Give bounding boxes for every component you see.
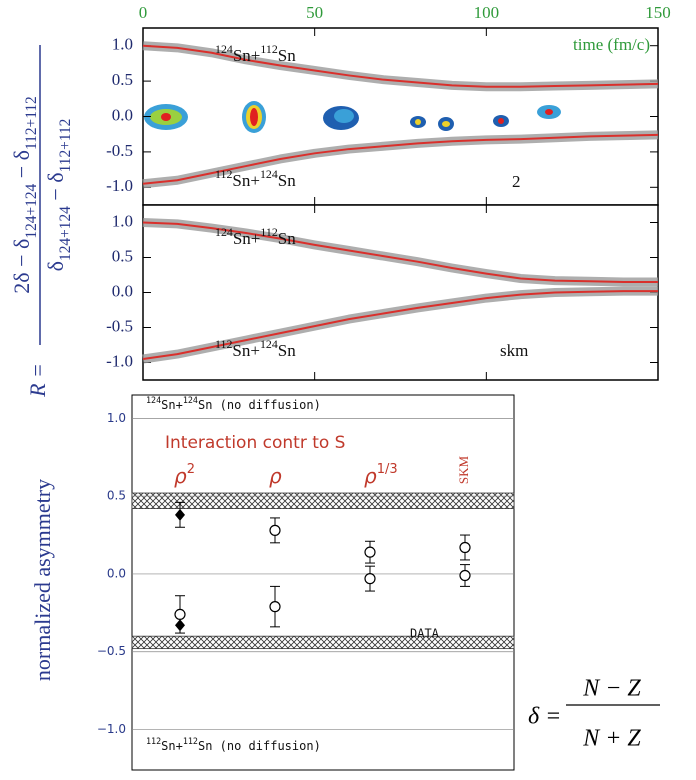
point-circle: [174, 608, 186, 620]
y-tick-label: 0.0: [112, 105, 133, 124]
y-tick-label: -0.5: [106, 141, 133, 160]
band-label: DATA: [410, 627, 440, 641]
curve-label-part: 112: [260, 42, 277, 56]
reference-label-part: Sn+: [161, 739, 183, 753]
line: [142, 221, 658, 283]
data-band: [131, 492, 515, 509]
reference-label-part: 124: [183, 395, 198, 405]
line: [142, 44, 659, 88]
y-axis-title: normalized asymmetry: [30, 479, 55, 681]
category-label-part: ρ: [174, 464, 187, 488]
density-blobs: [144, 101, 561, 133]
curve-label: 112Sn+124Sn: [215, 337, 296, 360]
curve-label-part: Sn: [278, 46, 296, 65]
point-circle: [269, 524, 281, 536]
reference-label-part: Sn (no diffusion): [198, 739, 321, 753]
point-circle: [364, 573, 376, 585]
curve-label: 124Sn+112Sn: [215, 42, 296, 65]
ylabel-denominator-part: − δ: [43, 172, 68, 206]
reference-label: 112Sn+112Sn (no diffusion): [146, 736, 321, 753]
curve-label-part: Sn: [278, 341, 296, 360]
curve-label-part: Sn+: [233, 46, 261, 65]
y-tick-label: 0.0: [107, 566, 126, 580]
reference-label: 124Sn+124Sn (no diffusion): [146, 395, 321, 412]
point-circle: [459, 541, 471, 554]
category-superscript: 1/3: [377, 462, 398, 477]
curve-label-part: Sn+: [232, 171, 260, 190]
data-band: [131, 635, 515, 650]
y-tick-label: -1.0: [106, 176, 133, 195]
curve-label: 112Sn+124Sn: [215, 167, 296, 190]
category-label-part: ρ: [269, 464, 282, 488]
ylabel-denominator-part: 112+112: [57, 119, 74, 173]
ylabel-numerator-part: 2δ − δ: [9, 239, 34, 294]
point-circle: [459, 569, 471, 582]
y-tick-label: 1.0: [107, 411, 126, 425]
line: [142, 290, 658, 360]
reference-label-part: 112: [146, 736, 161, 746]
reference-label-part: Sn+: [161, 398, 183, 412]
category-label: SKM: [456, 455, 471, 484]
curve-label-part: Sn+: [232, 341, 260, 360]
line: [142, 133, 659, 185]
point-diamond: [175, 508, 185, 521]
y-tick-label: 0.5: [112, 70, 133, 89]
y-tick-label: -1.0: [106, 351, 133, 370]
ylabel-denominator-part: 124+124: [57, 206, 74, 261]
curve-label-part: 112: [215, 337, 232, 351]
ylabel-denominator: δ124+124 − δ112+112: [43, 119, 74, 272]
y-tick-label: 0.0: [112, 281, 133, 300]
ylabel-numerator-part: 112+112: [23, 96, 40, 150]
curve-label-part: 124: [215, 42, 233, 56]
panel-label: 2: [512, 172, 521, 191]
y-tick-label: -0.5: [106, 316, 133, 335]
point-circle: [364, 546, 376, 558]
category-label: ρ2: [174, 462, 195, 488]
category-superscript: 2: [187, 462, 195, 477]
subtitle: Interaction contr to S: [165, 433, 345, 453]
category-label: ρ1/3: [364, 462, 398, 488]
category-label: ρ: [269, 464, 282, 488]
category-label-part: ρ: [364, 464, 377, 488]
y-tick-label: −1.0: [97, 722, 126, 736]
x-tick-label: 50: [306, 3, 323, 22]
ylabel-numerator-part: 124+124: [23, 183, 40, 238]
curve-label-part: Sn: [278, 229, 296, 248]
curve-label: 124Sn+112Sn: [215, 225, 296, 248]
y-tick-label: 1.0: [112, 35, 133, 54]
x-tick-label: 0: [139, 3, 148, 22]
y-tick-label: 0.5: [112, 246, 133, 265]
x-axis-title: time (fm/c): [573, 35, 650, 54]
formula-denominator: N + Z: [582, 726, 641, 752]
x-tick-label: 100: [474, 3, 500, 22]
reference-label-part: 112: [183, 736, 198, 746]
y-tick-label: 1.0: [112, 211, 133, 230]
ylabel-numerator: 2δ − δ124+124 − δ112+112: [9, 96, 40, 294]
formula-numerator: N − Z: [582, 676, 641, 702]
curve-label-part: 124: [260, 167, 278, 181]
curve-label-part: 124: [215, 225, 233, 239]
curve-label-part: Sn+: [233, 229, 261, 248]
reference-label-part: Sn (no diffusion): [198, 398, 321, 412]
ylabel-numerator-part: − δ: [9, 150, 34, 184]
formula-lhs: δ =: [528, 704, 561, 730]
curve-label-part: 124: [260, 337, 278, 351]
panel-3-frame: [131, 394, 515, 771]
curve-label-part: Sn: [278, 171, 296, 190]
y-tick-label: 0.5: [107, 489, 126, 503]
point-circle: [269, 601, 281, 613]
ylabel-denominator-part: δ: [43, 261, 68, 271]
x-tick-label: 150: [645, 3, 671, 22]
curve-label-part: 112: [215, 167, 232, 181]
reference-label-part: 124: [146, 395, 161, 405]
ylabel-lhs: R =: [25, 363, 50, 398]
curve-label-part: 112: [260, 225, 277, 239]
y-tick-label: −0.5: [97, 644, 126, 658]
panel-label: skm: [500, 341, 528, 360]
